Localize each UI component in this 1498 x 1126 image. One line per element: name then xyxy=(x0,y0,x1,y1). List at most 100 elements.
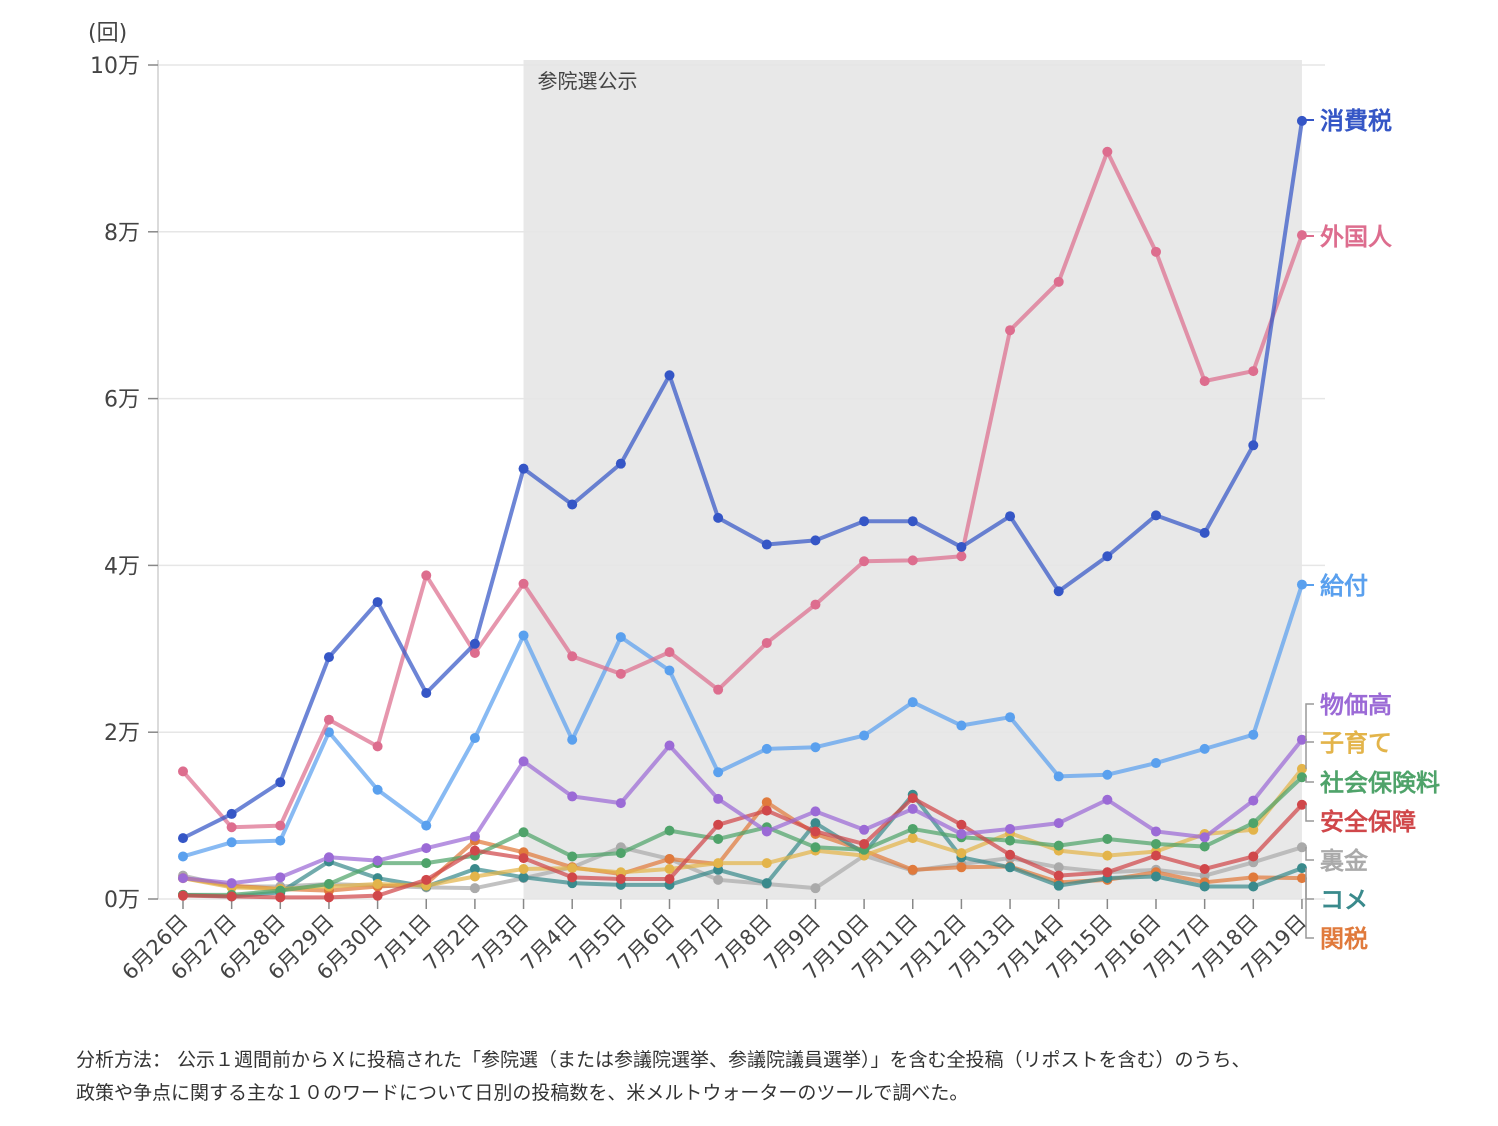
data-point xyxy=(713,833,724,844)
data-point xyxy=(421,874,432,885)
data-point xyxy=(664,863,675,874)
data-point xyxy=(1102,146,1113,157)
data-point xyxy=(518,630,529,641)
label-connector xyxy=(1305,777,1314,783)
data-point xyxy=(1199,863,1210,874)
data-point xyxy=(1102,769,1113,780)
series-label: コメ xyxy=(1320,886,1368,914)
data-point xyxy=(372,855,383,866)
series-lines xyxy=(178,115,1307,903)
data-point xyxy=(761,797,772,808)
y-tick-label: 2万 xyxy=(104,721,140,746)
data-point xyxy=(1248,729,1259,740)
data-point xyxy=(907,516,918,527)
data-point xyxy=(469,638,480,649)
data-point xyxy=(421,843,432,854)
label-connector xyxy=(1305,804,1314,822)
data-point xyxy=(1296,763,1307,774)
data-point xyxy=(323,652,334,663)
series-line xyxy=(181,766,1304,891)
data-point xyxy=(1199,743,1210,754)
data-point xyxy=(615,798,626,809)
label-connector xyxy=(1305,878,1314,939)
data-point xyxy=(567,851,578,862)
line-chart: 参院選公示 (回) 0万 2万 4万 6万 8万 10万 6月26日6月27日6月28日6… xyxy=(88,21,1440,985)
data-point xyxy=(275,820,286,831)
series-label: 安全保障 xyxy=(1320,808,1416,836)
data-point xyxy=(810,883,821,894)
data-point xyxy=(1296,863,1307,874)
data-point xyxy=(469,733,480,744)
data-point xyxy=(275,835,286,846)
data-point xyxy=(469,647,480,658)
data-point xyxy=(907,833,918,844)
data-point xyxy=(372,741,383,752)
data-point xyxy=(713,874,724,885)
data-point xyxy=(1102,794,1113,805)
series-label: 関税 xyxy=(1320,925,1368,953)
data-point xyxy=(615,632,626,643)
data-point xyxy=(518,578,529,589)
data-point xyxy=(1296,799,1307,810)
data-point xyxy=(859,730,870,741)
data-point xyxy=(567,872,578,883)
data-point xyxy=(469,871,480,882)
data-point xyxy=(713,858,724,869)
data-point xyxy=(518,756,529,767)
data-point xyxy=(178,851,188,862)
data-point xyxy=(567,651,578,662)
data-point xyxy=(1005,862,1016,873)
data-point xyxy=(518,853,529,864)
series-line xyxy=(181,792,1304,899)
data-point xyxy=(810,818,821,829)
data-point xyxy=(226,878,237,889)
data-point xyxy=(421,820,432,831)
data-point xyxy=(1199,881,1210,892)
data-point xyxy=(956,720,967,731)
data-point xyxy=(226,891,237,902)
data-point xyxy=(664,665,675,676)
data-point xyxy=(810,599,821,610)
data-point xyxy=(1151,758,1161,769)
data-point xyxy=(956,819,967,830)
data-point xyxy=(1296,842,1307,853)
series-label: 消費税 xyxy=(1320,107,1392,135)
data-point xyxy=(1053,586,1064,597)
data-point xyxy=(178,890,188,901)
series-line xyxy=(181,737,1304,886)
label-connector xyxy=(1305,703,1314,740)
data-point xyxy=(615,848,626,859)
data-point xyxy=(1199,527,1210,538)
data-point xyxy=(907,823,918,834)
data-point xyxy=(518,863,529,874)
data-point xyxy=(275,892,286,903)
data-point xyxy=(178,873,188,884)
series-消費税 xyxy=(178,115,1307,844)
data-point xyxy=(275,777,286,788)
data-point xyxy=(323,892,334,903)
data-point xyxy=(713,512,724,523)
series-label: 社会保険料 xyxy=(1320,769,1440,797)
series-line xyxy=(181,796,1304,900)
data-point xyxy=(1151,838,1161,849)
data-point xyxy=(518,827,529,838)
data-point xyxy=(372,597,383,608)
data-point xyxy=(567,734,578,745)
data-point xyxy=(1053,880,1064,891)
data-point xyxy=(1151,826,1161,837)
data-point xyxy=(1199,832,1210,843)
data-point xyxy=(1005,325,1016,336)
data-point xyxy=(1005,835,1016,846)
data-point xyxy=(907,864,918,875)
data-point xyxy=(178,833,188,844)
data-point xyxy=(956,551,967,562)
data-point xyxy=(713,819,724,830)
data-point xyxy=(1005,849,1016,860)
label-connector xyxy=(1305,868,1314,900)
data-point xyxy=(1053,818,1064,829)
data-point xyxy=(372,878,383,889)
data-point xyxy=(372,784,383,795)
x-axis: 6月26日6月27日6月28日6月29日6月30日7月1日7月2日7月3日7月4… xyxy=(118,899,1311,985)
data-point xyxy=(1248,366,1259,377)
